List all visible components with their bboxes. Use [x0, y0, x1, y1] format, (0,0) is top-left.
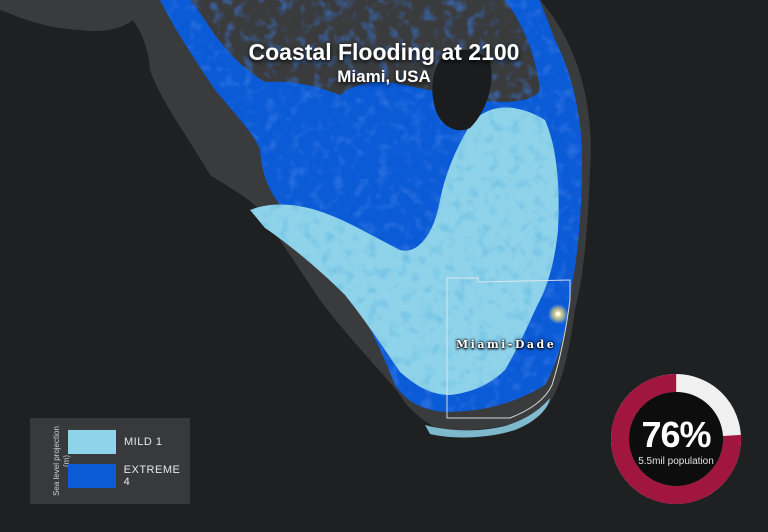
county-label: Miami-Dade	[456, 338, 557, 351]
donut-center	[629, 392, 723, 486]
land-northwest	[0, 0, 150, 31]
legend-label-mild: MILD 1	[124, 436, 163, 448]
legend-item-mild: MILD 1	[68, 430, 162, 454]
legend-item-extreme: EXTREME 4	[68, 464, 190, 488]
map-title: Coastal Flooding at 2100	[248, 39, 520, 65]
lake-okeechobee	[432, 50, 492, 131]
legend: Sea level projection (m) MILD 1 EXTREME …	[30, 418, 190, 504]
county-boundary	[446, 277, 571, 419]
donut-fill	[611, 374, 741, 504]
legend-swatch-mild	[68, 430, 116, 454]
florida-keys	[425, 398, 550, 438]
map-subtitle: Miami, USA	[337, 67, 431, 86]
legend-swatch-extreme	[68, 464, 116, 488]
legend-label-extreme: EXTREME 4	[123, 464, 181, 488]
percent-value: 76%	[641, 414, 711, 455]
population-caption: 5.5mil population	[638, 456, 714, 467]
population-donut: 76% 5.5mil population	[605, 368, 747, 510]
mild-flood-speckle	[250, 107, 559, 395]
